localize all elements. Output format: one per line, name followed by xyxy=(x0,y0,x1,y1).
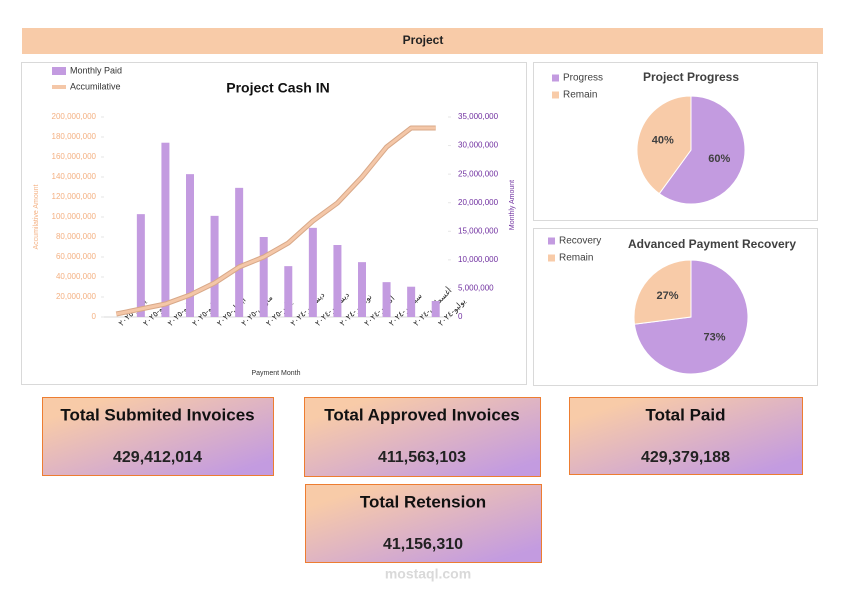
y2-tick-label: 30,000,000 xyxy=(458,141,499,150)
pie-slice xyxy=(658,95,746,205)
y2-tick-label: 15,000,000 xyxy=(458,226,499,235)
y2-tick-label: 10,000,000 xyxy=(458,255,499,264)
legend-swatch xyxy=(548,237,555,245)
bar xyxy=(186,174,194,317)
kpi-card xyxy=(304,397,541,477)
bar xyxy=(333,245,342,317)
y-tick-label: 160,000,000 xyxy=(52,152,97,161)
watermark: mostaql.com xyxy=(385,566,471,582)
kpi-value: 411,563,103 xyxy=(378,449,466,466)
y-tick-label: 200,000,000 xyxy=(52,112,97,121)
y-tick-label: 120,000,000 xyxy=(52,192,97,201)
pie-title: Advanced Payment Recovery xyxy=(628,237,796,251)
bar xyxy=(136,214,145,317)
bar xyxy=(308,227,317,317)
x-axis-label: Payment Month xyxy=(251,370,300,377)
y-tick-label: 0 xyxy=(92,312,97,321)
y2-tick-label: 25,000,000 xyxy=(458,169,499,178)
legend-label: Remain xyxy=(559,253,593,264)
header-title: Project xyxy=(403,33,444,47)
pie-title: Project Progress xyxy=(643,70,739,84)
kpi-title: Total Retension xyxy=(360,492,486,511)
legend-swatch xyxy=(52,67,66,75)
bar xyxy=(210,215,219,317)
kpi-title: Total Approved Invoices xyxy=(324,405,520,424)
y-tick-label: 100,000,000 xyxy=(52,212,97,221)
pie-label: 60% xyxy=(708,153,730,165)
y2-axis-label: Monthly Amount xyxy=(509,180,516,230)
pie-label: 27% xyxy=(656,290,678,302)
bar xyxy=(235,187,244,317)
kpi-value: 429,379,188 xyxy=(641,449,730,466)
kpi-value: 429,412,014 xyxy=(113,449,202,466)
kpi-value: 41,156,310 xyxy=(383,536,463,553)
y2-tick-label: 35,000,000 xyxy=(458,112,499,121)
bar xyxy=(431,301,440,317)
kpi-title: Total Submited Invoices xyxy=(60,405,254,424)
y-tick-label: 60,000,000 xyxy=(56,252,97,261)
bar xyxy=(358,262,366,317)
legend-label: Recovery xyxy=(559,236,601,247)
pie-slice xyxy=(633,259,692,325)
y-tick-label: 80,000,000 xyxy=(56,232,97,241)
legend-label: Remain xyxy=(563,90,597,101)
legend-swatch xyxy=(548,254,555,262)
bar xyxy=(161,142,170,317)
header-bar xyxy=(22,28,823,54)
y-axis-label: Accumilative Amount xyxy=(33,184,40,249)
kpi-card xyxy=(569,397,803,475)
bar xyxy=(382,282,391,317)
legend-swatch xyxy=(552,74,559,82)
y-tick-label: 20,000,000 xyxy=(56,292,97,301)
chart-title: Project Cash IN xyxy=(226,80,329,96)
pie-label: 73% xyxy=(704,332,726,344)
kpi-card xyxy=(42,397,274,476)
y2-tick-label: 20,000,000 xyxy=(458,198,499,207)
kpi-title: Total Paid xyxy=(646,405,726,424)
pie-slice xyxy=(636,95,692,195)
bar xyxy=(284,266,293,317)
kpi-card xyxy=(305,484,542,563)
bar xyxy=(407,286,416,317)
y-tick-label: 180,000,000 xyxy=(52,132,97,141)
y2-tick-label: 0 xyxy=(458,312,463,321)
y-tick-label: 40,000,000 xyxy=(56,272,97,281)
legend-label: Progress xyxy=(563,73,603,84)
y-tick-label: 140,000,000 xyxy=(52,172,97,181)
y2-tick-label: 5,000,000 xyxy=(458,284,494,293)
pie-label: 40% xyxy=(652,135,674,147)
chart-panel xyxy=(21,62,527,385)
legend-label: Monthly Paid xyxy=(70,65,122,75)
bar xyxy=(259,237,268,317)
legend-swatch xyxy=(552,91,559,99)
legend-label: Accumilative xyxy=(70,81,121,91)
line xyxy=(115,126,436,316)
